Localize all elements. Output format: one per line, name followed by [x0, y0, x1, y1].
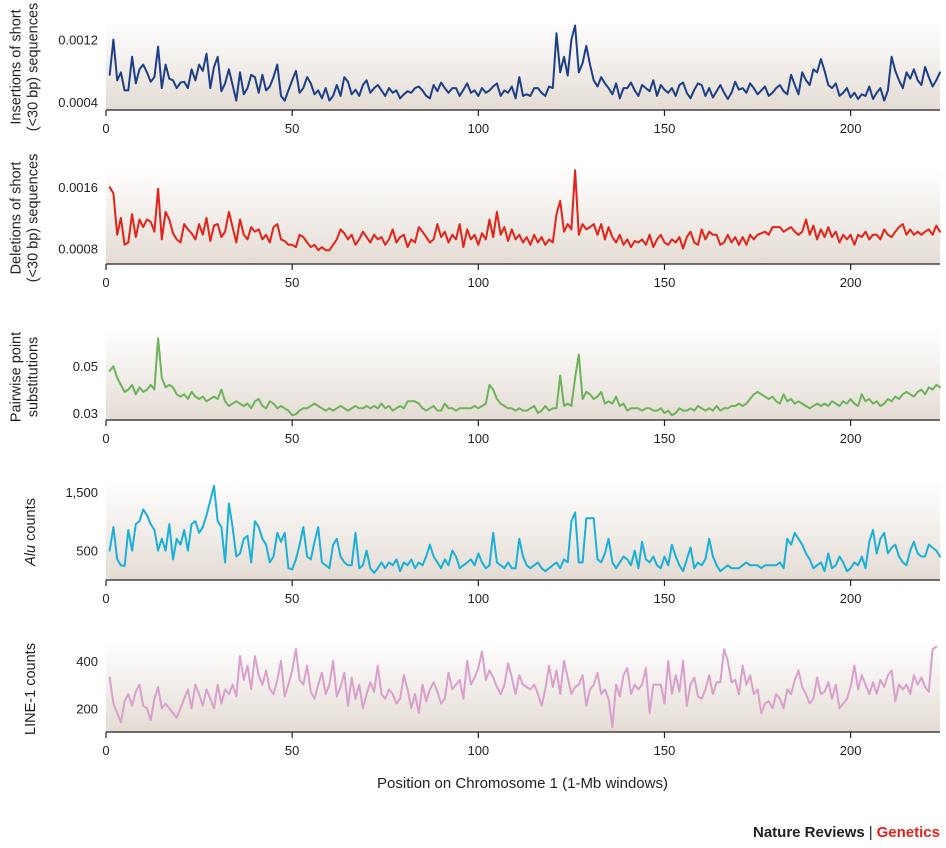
y-tick-label: 0.0012 [58, 33, 98, 48]
y-tick-label: 200 [76, 701, 98, 716]
y-tick-label: 400 [76, 654, 98, 669]
panel-1: 0.0004 0.0012 0 50 100 150 200 Insertions of sh… [9, 3, 941, 136]
x-tick-label: 0 [102, 275, 109, 290]
series-line-2 [108, 169, 941, 252]
x-tick-label: 200 [840, 275, 862, 290]
x-tick-label: 50 [285, 431, 299, 446]
y-tick-label: 0.0004 [58, 95, 98, 110]
x-tick-label: 200 [840, 431, 862, 446]
brand-separator: | [868, 824, 873, 841]
x-tick-label: 150 [654, 121, 676, 136]
y-axis-title: Alu counts [23, 498, 39, 567]
x-tick-label: 150 [654, 591, 676, 606]
x-tick-label: 0 [102, 743, 109, 758]
x-tick-label: 200 [840, 121, 862, 136]
x-tick-label: 0 [102, 591, 109, 606]
series-line-1 [108, 24, 941, 102]
y-tick-label: 1,500 [65, 485, 98, 500]
series-line-4 [108, 484, 941, 574]
x-tick-label: 50 [285, 121, 299, 136]
series-line-3 [108, 337, 941, 417]
x-tick-label: 100 [467, 591, 489, 606]
y-axis-title: Deletions of short [9, 162, 25, 275]
panel-2: 0.0008 0.0016 0 50 100 150 200 Deletions of sho… [9, 154, 941, 290]
brand-journal-name: Nature Reviews [753, 824, 865, 841]
x-axis-title: Position on Chromosome 1 (1-Mb windows) [377, 775, 668, 792]
panel-4: 500 1,500 0 50 100 150 200 Alu counts [23, 480, 941, 606]
series-line-5 [108, 645, 938, 729]
panel-3: 0.03 0.05 0 50 100 150 200 Pairwise point substi… [9, 330, 941, 446]
x-tick-label: 50 [285, 275, 299, 290]
panel-5: 200 400 0 50 100 150 200 LINE-1 counts [23, 642, 940, 758]
journal-brand: Nature Reviews | Genetics [753, 824, 940, 841]
y-tick-label: 0.0016 [58, 180, 98, 195]
x-tick-label: 0 [102, 431, 109, 446]
y-axis-title: Pairwise point [9, 332, 25, 422]
y-tick-label: 0.03 [73, 406, 98, 421]
x-tick-label: 100 [467, 121, 489, 136]
plot-band [106, 330, 940, 420]
y-tick-label: 0.0008 [58, 242, 98, 257]
x-tick-label: 100 [467, 275, 489, 290]
x-tick-label: 200 [840, 591, 862, 606]
plot-band [106, 168, 940, 264]
y-axis-title: substitutions [26, 337, 42, 418]
y-tick-label: 500 [76, 544, 98, 559]
y-axis-title: (<30 bp) sequences [26, 154, 42, 283]
x-tick-label: 0 [102, 121, 109, 136]
x-tick-label: 50 [285, 591, 299, 606]
brand-section-name: Genetics [876, 824, 940, 841]
x-tick-label: 150 [654, 743, 676, 758]
y-axis-title-rest: counts [23, 498, 39, 545]
x-tick-label: 100 [467, 431, 489, 446]
y-tick-label: 0.05 [73, 359, 98, 374]
y-axis-title: (<30 bp) sequences [26, 3, 42, 132]
plot-band [106, 480, 940, 580]
y-axis-title: LINE-1 counts [23, 643, 39, 735]
x-tick-label: 100 [467, 743, 489, 758]
plot-band [106, 642, 940, 732]
x-tick-label: 200 [840, 743, 862, 758]
x-tick-label: 50 [285, 743, 299, 758]
x-tick-label: 150 [654, 431, 676, 446]
y-axis-title: Insertions of short [9, 9, 25, 124]
x-tick-label: 150 [654, 275, 676, 290]
y-axis-title-italic: Alu [23, 545, 39, 567]
